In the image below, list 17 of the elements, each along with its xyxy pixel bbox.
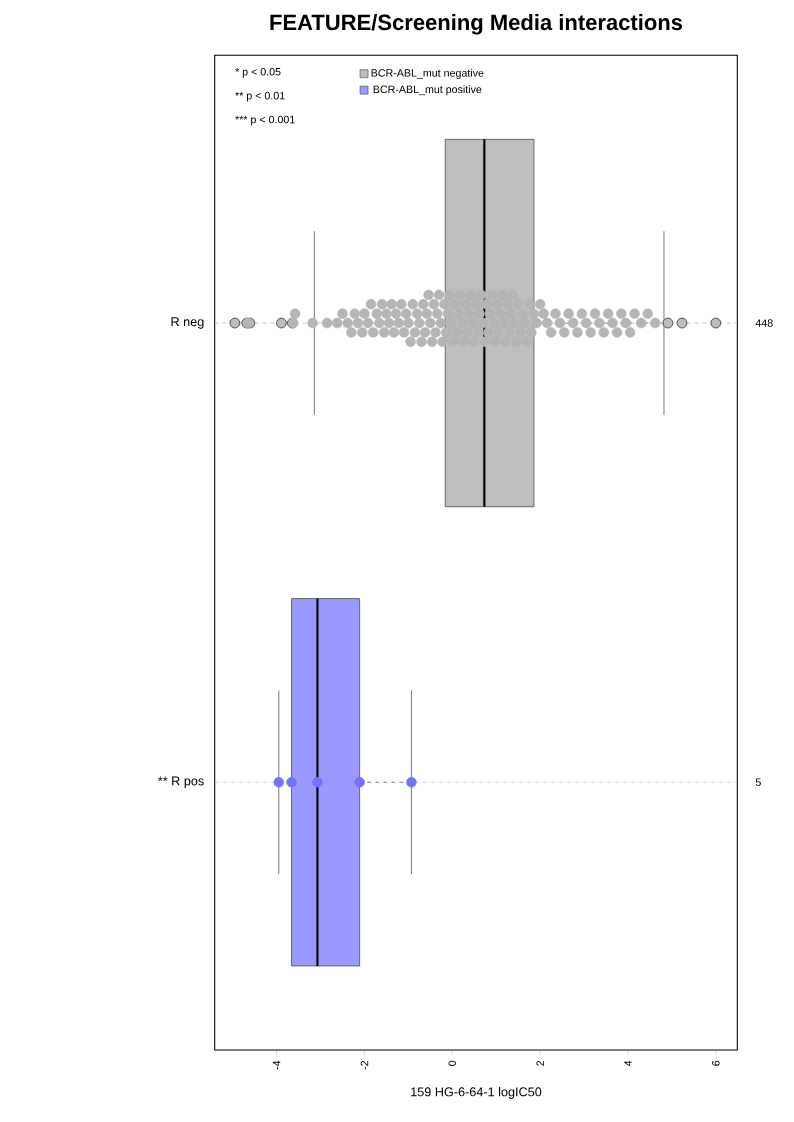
chart-title: FEATURE/Screening Media interactions bbox=[270, 14, 683, 35]
x-tick-label: -4 bbox=[272, 1060, 281, 1070]
y-tick-label: R neg bbox=[171, 317, 204, 329]
x-tick-label: 6 bbox=[712, 1060, 720, 1066]
annotation: * p < 0.05 bbox=[235, 67, 281, 78]
x-axis-title: 159 HG-6-64-1 logIC50 bbox=[411, 1087, 542, 1099]
x-tick-label: 4 bbox=[624, 1060, 632, 1067]
x-tick-label: -2 bbox=[360, 1060, 369, 1070]
x-tick-label: 2 bbox=[536, 1060, 544, 1066]
text: 5 bbox=[755, 778, 761, 786]
y-tick-label: ** R pos bbox=[158, 776, 204, 788]
legend-label: BCR-ABL_mut negative bbox=[371, 68, 484, 79]
annotation: ** p < 0.01 bbox=[235, 91, 285, 102]
annotation: *** p < 0.001 bbox=[235, 115, 295, 126]
x-tick-label: 0 bbox=[448, 1060, 457, 1066]
text: 448 bbox=[755, 319, 773, 327]
legend-label: BCR-ABL_mut positive bbox=[373, 85, 482, 96]
